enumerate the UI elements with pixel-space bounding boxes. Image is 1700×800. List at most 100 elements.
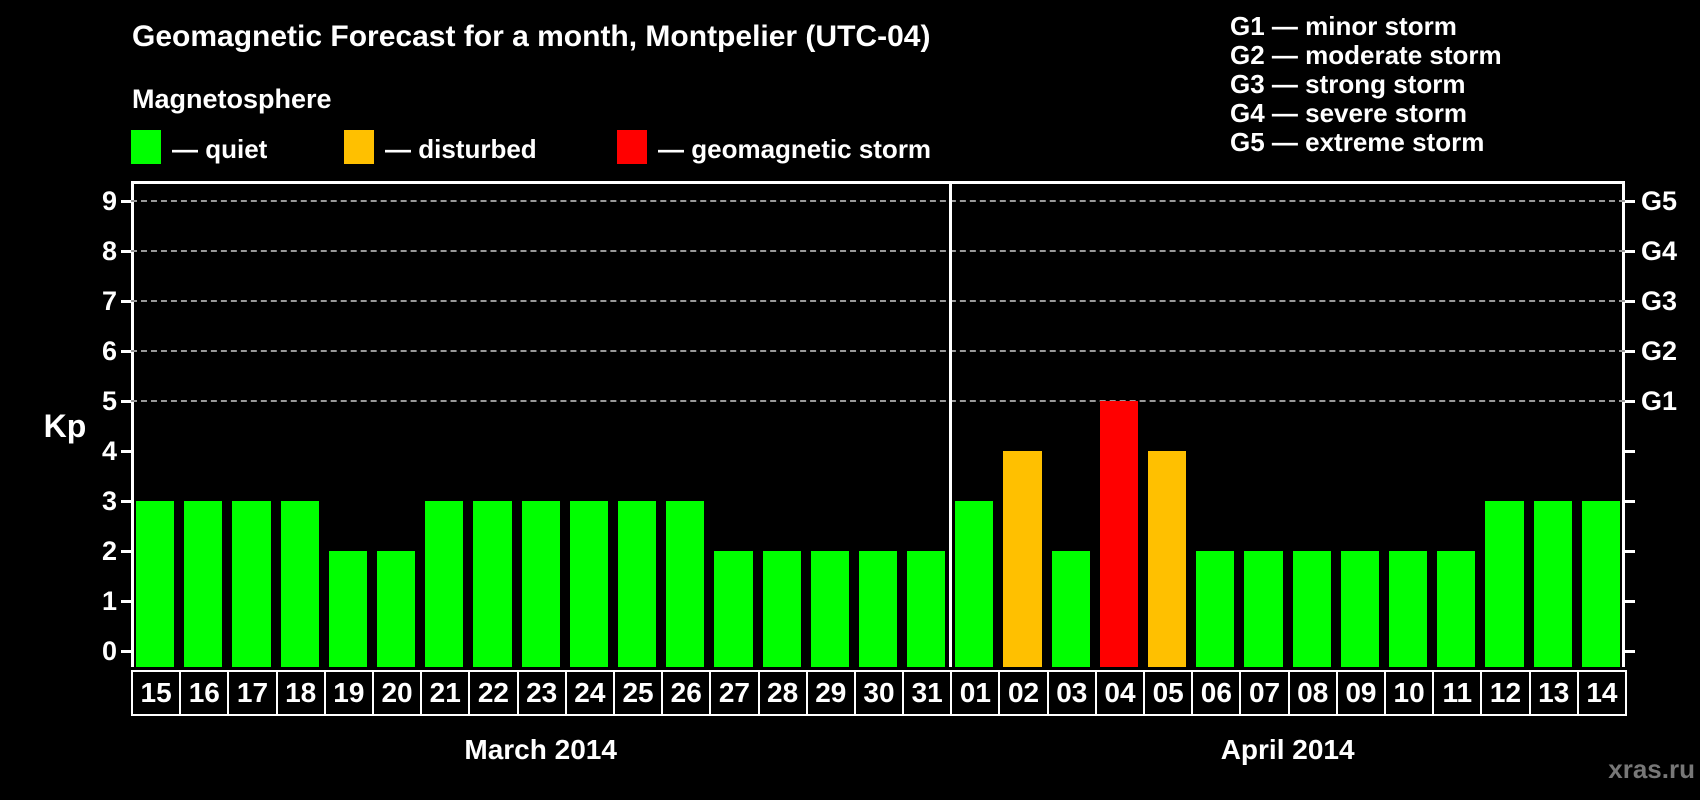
left-tick-kp5 (121, 400, 131, 403)
date-cell: 19 (323, 670, 374, 716)
kp-bar-day-23 (521, 501, 560, 667)
kp-bar-day-27 (714, 551, 753, 667)
date-cell: 08 (1287, 670, 1338, 716)
kp-bar-day-10 (1389, 551, 1428, 667)
date-cell: 18 (275, 670, 326, 716)
g5-legend-line: G5 — extreme storm (1230, 127, 1485, 157)
kp-bar-day-13 (1533, 501, 1572, 667)
date-cell: 02 (998, 670, 1049, 716)
y-tick-label: 4 (101, 436, 117, 466)
left-tick-kp2 (121, 550, 131, 553)
kp-bar-day-08 (1292, 551, 1331, 667)
kp-bar-day-16 (184, 501, 223, 667)
kp-bar-day-28 (762, 551, 801, 667)
date-cell: 24 (564, 670, 615, 716)
kp-bar-day-20 (376, 551, 416, 667)
right-tick-kp8 (1625, 250, 1635, 253)
date-cell: 28 (757, 670, 808, 716)
date-cell: 21 (420, 670, 471, 716)
kp-bar-day-01 (955, 501, 994, 667)
right-tick-kp2 (1625, 550, 1635, 553)
month-label: April 2014 (1220, 734, 1355, 765)
y-tick-label: 0 (101, 636, 117, 666)
date-cell: 14 (1576, 670, 1627, 716)
date-cell: 11 (1432, 670, 1483, 716)
date-cell: 15 (131, 670, 182, 716)
kp-bar-day-03 (1051, 551, 1090, 667)
kp-bar-day-25 (617, 501, 657, 667)
kp-bar-day-15 (136, 501, 175, 667)
watermark: xras.ru (1608, 754, 1695, 784)
kp-bar-day-17 (232, 501, 271, 667)
gridline-kp9 (131, 200, 1625, 202)
g4-legend-line: G4 — severe storm (1230, 98, 1468, 128)
y-tick-label: 8 (101, 236, 117, 266)
right-tick-kp9 (1625, 200, 1635, 203)
date-cell: 05 (1143, 670, 1194, 716)
left-tick-kp3 (121, 500, 131, 503)
right-axis-label-g1: G1 (1641, 386, 1678, 416)
right-tick-kp5 (1625, 400, 1635, 403)
disturbed-legend-swatch (344, 130, 374, 164)
date-cell: 27 (709, 670, 760, 716)
date-cell: 23 (516, 670, 567, 716)
kp-bar-day-12 (1485, 501, 1524, 667)
date-cell: 06 (1191, 670, 1242, 716)
y-tick-label: 6 (101, 336, 117, 366)
gridline-kp5 (131, 400, 1625, 402)
g3-legend-line: G3 — strong storm (1230, 69, 1466, 99)
left-tick-kp7 (121, 300, 131, 303)
right-tick-kp4 (1625, 450, 1635, 453)
gridline-kp8 (131, 250, 1625, 252)
date-cell: 30 (853, 670, 905, 716)
month-label: March 2014 (464, 734, 617, 765)
date-cell: 26 (661, 670, 712, 716)
gridline-kp6 (131, 350, 1625, 352)
kp-bar-day-21 (425, 501, 464, 667)
y-tick-label: 3 (101, 486, 117, 516)
date-cell: 13 (1528, 670, 1579, 716)
page-title: Geomagnetic Forecast for a month, Montpe… (132, 20, 931, 53)
right-axis-label-g5: G5 (1641, 186, 1678, 216)
date-cell: 03 (1046, 670, 1097, 716)
date-cell: 07 (1239, 670, 1290, 716)
date-cell: 25 (612, 670, 664, 716)
g2-legend-line: G2 — moderate storm (1230, 40, 1502, 70)
right-tick-kp1 (1625, 600, 1635, 603)
kp-bar-day-24 (569, 501, 608, 667)
storm-legend-label: — geomagnetic storm (658, 134, 932, 164)
left-tick-kp9 (121, 200, 131, 203)
left-tick-kp8 (121, 250, 131, 253)
quiet-legend-label: — quiet (172, 134, 268, 164)
left-tick-kp1 (121, 600, 131, 603)
right-axis-label-g4: G4 (1641, 236, 1678, 266)
date-cell: 31 (902, 670, 953, 716)
date-cell: 29 (805, 670, 856, 716)
y-tick-label: 1 (101, 586, 117, 616)
right-tick-kp0 (1625, 650, 1635, 653)
kp-bar-day-30 (858, 551, 898, 667)
g-scale-legend: G1 — minor storm G2 — moderate storm G3 … (1230, 12, 1502, 157)
g1-legend-line: G1 — minor storm (1230, 11, 1457, 41)
kp-bar-day-18 (280, 501, 319, 667)
right-axis-label-g2: G2 (1641, 336, 1678, 366)
kp-bar-day-09 (1340, 551, 1380, 667)
kp-bar-day-29 (810, 551, 849, 667)
date-cell: 20 (371, 670, 423, 716)
date-cell: 17 (227, 670, 278, 716)
y-tick-label: 2 (101, 536, 117, 566)
storm-legend-swatch (617, 130, 647, 164)
date-cell: 04 (1094, 670, 1146, 716)
plot-area (131, 181, 1625, 667)
left-tick-kp4 (121, 450, 131, 453)
date-cell: 10 (1384, 670, 1435, 716)
right-tick-kp6 (1625, 350, 1635, 353)
disturbed-legend-label: — disturbed (385, 134, 537, 164)
kp-bar-day-06 (1196, 551, 1235, 667)
date-cell: 22 (468, 670, 519, 716)
y-tick-label: 7 (101, 286, 117, 316)
right-axis-label-g3: G3 (1641, 286, 1678, 316)
gridline-kp7 (131, 300, 1625, 302)
